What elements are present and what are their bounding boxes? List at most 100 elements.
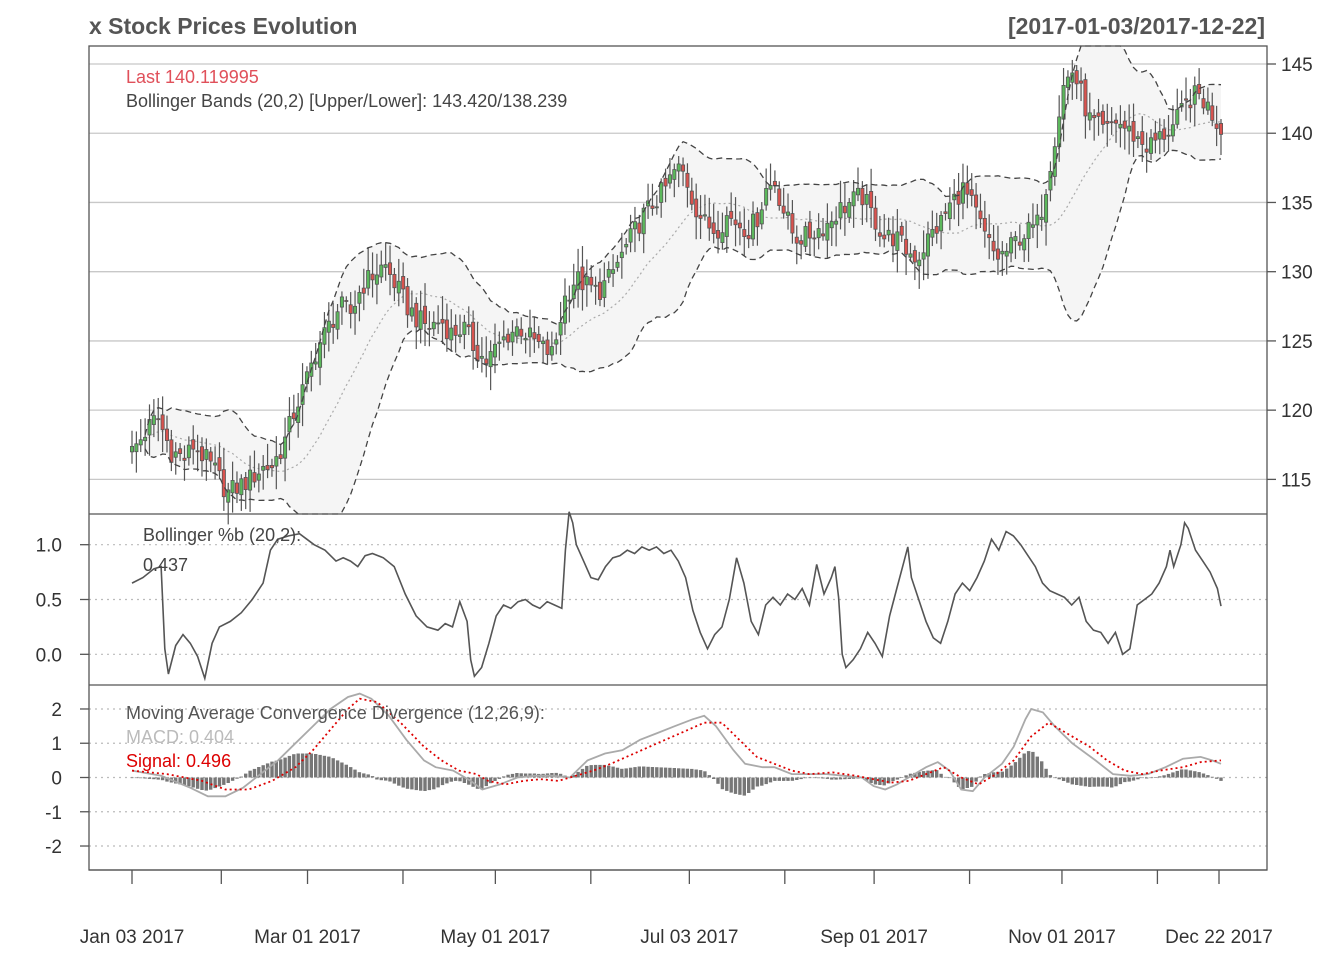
- macd-histogram-bar: [926, 770, 930, 778]
- bollinger-bands-label: Bollinger Bands (20,2) [Upper/Lower]: 14…: [126, 91, 567, 111]
- candle-body: [895, 231, 900, 251]
- candle-body: [943, 211, 948, 214]
- macd-histogram-bar: [209, 777, 213, 790]
- macd-histogram-bar: [375, 777, 379, 780]
- candle-body: [1096, 112, 1101, 117]
- macd-histogram-bar: [1000, 771, 1004, 778]
- x-tick-label: Dec 22 2017: [1165, 927, 1273, 948]
- macd-histogram-bar: [191, 777, 195, 788]
- macd-histogram-bar: [1053, 777, 1057, 779]
- macd-histogram-bar: [401, 777, 405, 788]
- macd-histogram-bar: [510, 773, 515, 778]
- candle-body: [471, 321, 476, 351]
- signal-line: [131, 697, 1222, 791]
- price-y-tick-label: 125: [1281, 332, 1313, 353]
- signal-value-label: Signal: 0.496: [126, 751, 231, 771]
- candle-body: [589, 276, 594, 286]
- candle-body: [1135, 136, 1140, 139]
- macd-y-tick-label: -1: [45, 803, 62, 824]
- candle-body: [1109, 121, 1114, 124]
- candle-body: [1013, 236, 1018, 242]
- candle-body: [492, 343, 497, 358]
- candle-body: [982, 217, 987, 232]
- macd-histogram-bar: [410, 777, 414, 790]
- macd-histogram-bar: [628, 767, 633, 778]
- candle-body: [1030, 224, 1035, 228]
- candle-body: [681, 164, 686, 172]
- macd-histogram-bar: [948, 777, 952, 779]
- macd-histogram-bar: [230, 777, 235, 781]
- candle-body: [1074, 70, 1079, 85]
- bollinger-band-fill: [145, 46, 1222, 514]
- candle-body: [912, 250, 917, 263]
- macd-histogram-bar: [698, 770, 703, 778]
- macd-histogram-bar: [1171, 772, 1175, 778]
- candle-body: [759, 209, 764, 225]
- candle-body: [1184, 98, 1189, 101]
- candle-body: [974, 194, 979, 208]
- macd-histogram-bar: [178, 777, 182, 785]
- macd-histogram-bar: [252, 768, 257, 778]
- macd-histogram-bar: [1210, 776, 1214, 778]
- candle-body: [1100, 110, 1105, 125]
- macd-histogram-bar: [882, 777, 886, 786]
- candle-body: [1026, 221, 1031, 239]
- candle-body: [799, 240, 804, 245]
- candle-body: [440, 318, 445, 324]
- macd-histogram-bar: [1088, 777, 1092, 787]
- macd-histogram-bar: [1214, 777, 1219, 779]
- macd-histogram-bar: [1092, 777, 1096, 787]
- candle-body: [462, 321, 467, 335]
- last-price-label: Last 140.119995: [126, 67, 259, 87]
- candle-body: [549, 346, 554, 356]
- candle-body: [366, 270, 371, 289]
- candle-body: [834, 220, 839, 225]
- macd-histogram-bar: [139, 777, 143, 779]
- macd-histogram-bar: [1031, 751, 1035, 778]
- macd-histogram-bar: [803, 777, 808, 779]
- candle-body: [1105, 120, 1110, 124]
- macd-histogram-bar: [816, 777, 821, 779]
- macd-histogram-bar: [1066, 777, 1070, 783]
- price-y-tick-label: 145: [1281, 55, 1313, 76]
- macd-histogram-bar: [799, 777, 803, 780]
- macd-histogram-bar: [1096, 777, 1101, 787]
- macd-histogram-bar: [235, 777, 239, 779]
- macd-histogram-bar: [677, 768, 681, 778]
- candle-body: [449, 327, 454, 341]
- macd-histogram-bar: [707, 775, 711, 778]
- macd-histogram-bar: [1123, 777, 1127, 783]
- candle-body: [602, 280, 607, 298]
- price-y-tick-label: 130: [1281, 263, 1313, 284]
- x-tick-label: Nov 01 2017: [1008, 927, 1116, 948]
- macd-histogram-bar: [650, 767, 655, 778]
- macd-histogram-bar: [764, 777, 768, 785]
- candle-body: [554, 339, 559, 345]
- macd-histogram-bar: [607, 765, 611, 778]
- candle-body: [877, 232, 882, 237]
- candle-body: [1149, 137, 1154, 154]
- candle-body: [234, 482, 239, 494]
- macd-histogram-bar: [1079, 777, 1083, 786]
- macd-histogram-bar: [195, 777, 200, 789]
- candle-body: [597, 281, 602, 300]
- candle-body: [707, 216, 712, 229]
- price-y-axis: 115 120 125 130 135 140 145: [1267, 55, 1313, 491]
- macd-histogram-bar: [265, 763, 270, 778]
- macd-histogram-bar: [1101, 777, 1105, 787]
- macd-histogram-bar: [725, 777, 729, 791]
- candle-body: [965, 182, 970, 195]
- macd-histogram-bar: [226, 777, 230, 783]
- macd-histogram-bar: [1118, 777, 1123, 785]
- candle-body: [1009, 237, 1014, 254]
- candle-body: [388, 262, 393, 275]
- macd-histogram-bar: [1018, 757, 1022, 778]
- candle-body: [628, 228, 633, 243]
- candle-body: [921, 252, 926, 260]
- candle-body: [283, 436, 288, 459]
- candle-body: [523, 337, 528, 341]
- candle-body: [475, 344, 480, 362]
- macd-histogram-bar: [309, 753, 313, 778]
- macd-histogram-bar: [904, 775, 908, 778]
